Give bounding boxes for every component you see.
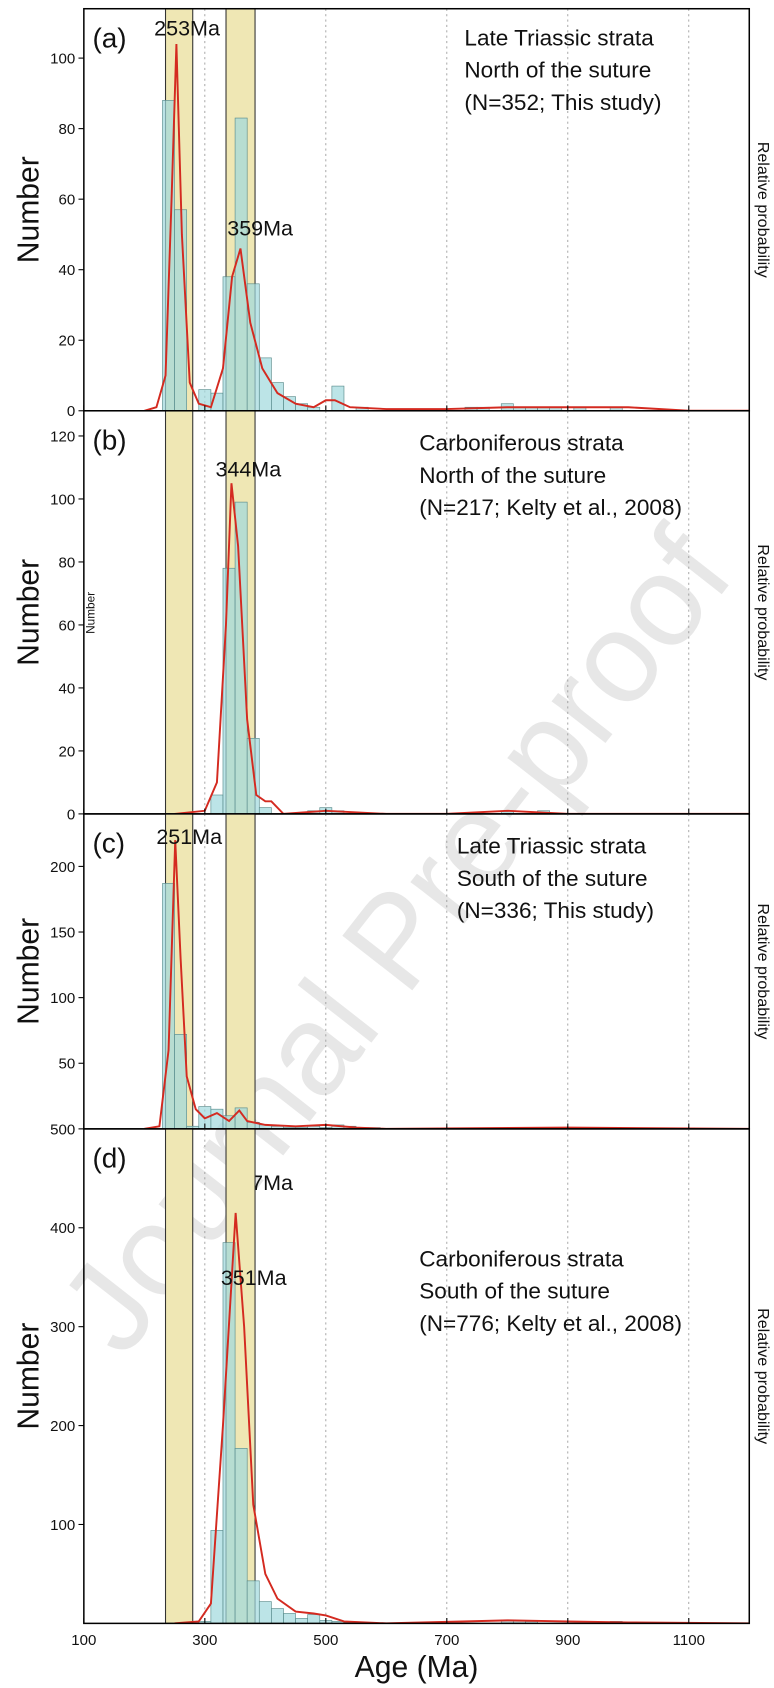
annotation: (N=336; This study) xyxy=(457,898,654,923)
y-tick-label: 60 xyxy=(58,192,75,209)
y-tick-label: 100 xyxy=(50,990,75,1007)
y-tick-label: 60 xyxy=(58,617,75,634)
y2-axis-title: Relative probability xyxy=(754,1308,772,1445)
inset-label: Number xyxy=(84,592,98,634)
annotation: South of the suture xyxy=(419,1279,610,1304)
x-tick-label: 700 xyxy=(434,1632,459,1649)
x-tick-label: 300 xyxy=(192,1632,217,1649)
panel-label: (c) xyxy=(92,828,125,859)
panel-label: (a) xyxy=(92,22,126,53)
y-tick-label: 300 xyxy=(50,1319,75,1336)
peak-label: 359Ma xyxy=(227,217,293,241)
x-tick-label: 100 xyxy=(71,1632,96,1649)
y-tick-label: 80 xyxy=(58,121,75,138)
y-tick-label: 100 xyxy=(50,1517,75,1534)
peak-label: 253Ma xyxy=(154,17,220,41)
bar xyxy=(258,807,272,814)
y2-axis-title: Relative probability xyxy=(754,544,772,681)
y-tick-label: 50 xyxy=(58,1056,75,1073)
bar xyxy=(246,1580,260,1624)
y-tick-label: 200 xyxy=(50,859,75,876)
y2-axis-title: Relative probability xyxy=(754,142,772,279)
y-tick-label: 20 xyxy=(58,333,75,350)
x-tick-label: 500 xyxy=(313,1632,338,1649)
panel-frame xyxy=(83,1128,751,1625)
annotation: Late Triassic strata xyxy=(457,834,647,859)
annotation: Carboniferous strata xyxy=(419,431,624,456)
x-tick-label: 900 xyxy=(555,1632,580,1649)
x-axis-title: Age (Ma) xyxy=(355,1651,479,1684)
y-tick-label: 500 xyxy=(50,1121,75,1138)
bar xyxy=(307,1614,321,1624)
watermark: Journal Pre-proof xyxy=(32,503,760,1378)
probability-curve xyxy=(174,483,750,814)
bar xyxy=(234,117,248,411)
y2-axis-title: Relative probability xyxy=(754,903,772,1040)
bar xyxy=(174,209,188,411)
y-tick-label: 200 xyxy=(50,1418,75,1435)
annotation: (N=352; This study) xyxy=(464,90,661,115)
y-tick-label: 150 xyxy=(50,924,75,941)
bar xyxy=(234,501,248,814)
y-tick-label: 0 xyxy=(67,403,75,420)
y-tick-label: 80 xyxy=(58,554,75,571)
y-axis-title: Number xyxy=(13,559,46,666)
peak-label: 351Ma xyxy=(221,1266,287,1290)
bar xyxy=(271,1608,284,1624)
annotation: South of the suture xyxy=(457,866,648,891)
annotation: North of the suture xyxy=(464,58,651,83)
probability-curve xyxy=(144,840,750,1129)
annotation: Carboniferous strata xyxy=(419,1246,624,1271)
annotation: North of the suture xyxy=(419,463,606,488)
y-tick-label: 100 xyxy=(50,491,75,508)
peak-label: 251Ma xyxy=(156,825,222,849)
panel-label: (d) xyxy=(92,1143,126,1174)
bar xyxy=(210,794,224,814)
y-tick-label: 100 xyxy=(50,50,75,67)
x-tick-label: 1100 xyxy=(673,1632,705,1649)
y-tick-label: 400 xyxy=(50,1220,75,1237)
bar xyxy=(222,567,236,814)
y-axis-title: Number xyxy=(13,156,46,263)
y-axis-title: Number xyxy=(13,1323,46,1430)
y-axis-title: Number xyxy=(13,918,46,1025)
probability-curve xyxy=(174,1212,750,1624)
plot-area xyxy=(144,8,750,411)
y-tick-label: 40 xyxy=(58,262,75,279)
annotation: Late Triassic strata xyxy=(464,25,654,50)
bar xyxy=(258,1601,272,1624)
bar xyxy=(222,1242,236,1624)
plot-area xyxy=(144,813,750,1129)
plot-area xyxy=(164,1128,750,1624)
bar xyxy=(331,385,345,411)
age-band xyxy=(225,813,256,1129)
annotation: (N=217; Kelty et al., 2008) xyxy=(419,495,682,520)
bar xyxy=(234,1447,248,1624)
panel-label: (b) xyxy=(92,424,126,455)
y-tick-label: 0 xyxy=(67,806,75,823)
bar xyxy=(283,1613,296,1624)
peak-label: 344Ma xyxy=(215,457,281,481)
y-tick-label: 40 xyxy=(58,680,75,697)
age-band xyxy=(164,1128,194,1624)
bar xyxy=(234,1107,248,1129)
probability-curve xyxy=(144,43,750,411)
y-tick-label: 120 xyxy=(50,428,75,445)
y-tick-label: 20 xyxy=(58,743,75,760)
annotation: (N=776; Kelty et al., 2008) xyxy=(419,1311,682,1336)
age-band xyxy=(164,410,194,814)
